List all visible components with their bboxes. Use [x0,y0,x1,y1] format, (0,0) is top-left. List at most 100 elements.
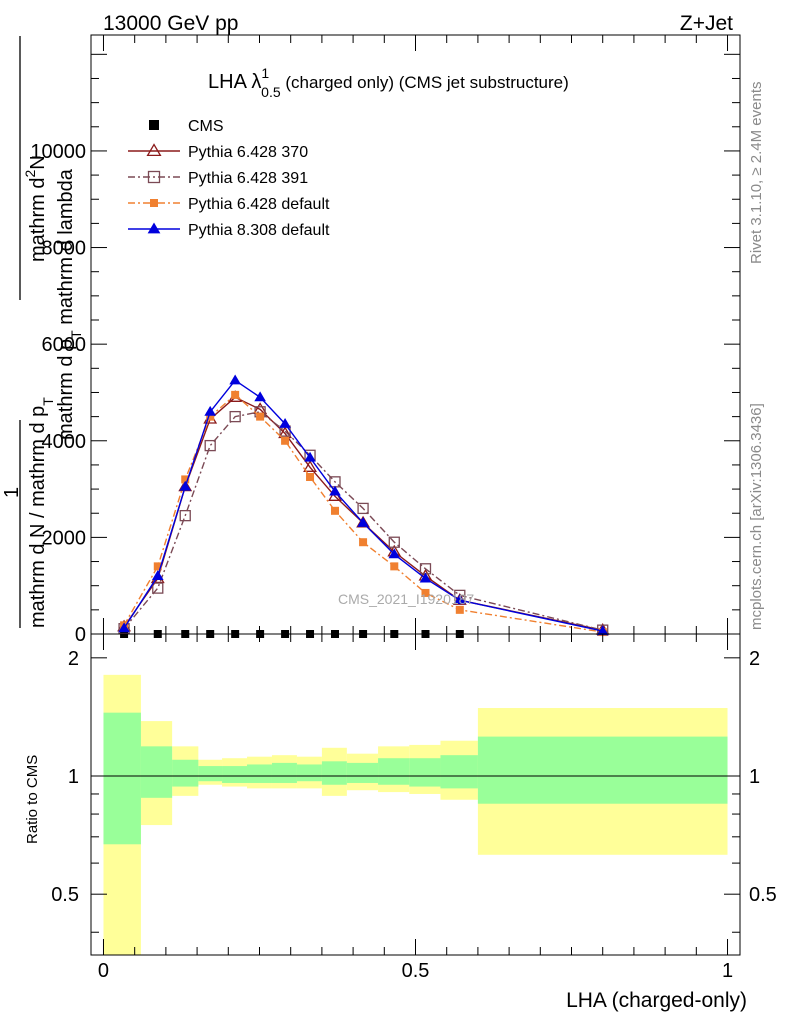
data-point [388,536,400,548]
ratio-inner-band [140,746,173,798]
legend-marker [147,222,161,234]
ylabel-bottom-sub: T [40,397,56,406]
ratio-y-tick-label: 2 [68,648,79,670]
ratio-y-tick-label: 1 [68,766,79,788]
series-line [123,411,603,631]
data-point [455,605,464,614]
ylabel-mid-lambda: mathrm d lambda [55,168,77,330]
data-point [256,412,265,421]
main-panel: 0 2000 4000 6000 8000 10000 LHA λ1 0.5 (charge… [30,34,741,646]
ratio-inner-band [440,755,478,789]
legend-label: Pythia 6.428 default [188,196,330,213]
data-point [306,473,315,482]
main-y-tick-label: 0 [75,624,86,646]
data-point [229,374,241,385]
data-point [206,412,215,421]
data-point [359,538,368,547]
ylabel-mid: mathrm d pT mathrm d lambda [55,168,84,440]
data-point [303,460,317,472]
ratio-ylabel: Ratio to CMS [24,755,41,844]
data-point [254,391,266,402]
data-point [596,625,609,636]
data-point [281,436,290,445]
main-y-tick-label: 6000 [42,334,87,356]
ylabel-bottom-dn: mathrm d N / mathrm d p [27,406,49,628]
ratio-y-tick-label-right: 2 [749,648,760,670]
data-point [421,588,430,597]
ratio-inner-band [378,758,410,785]
data-point [152,582,164,594]
ratio-y-tick-label-right: 0.5 [749,884,777,906]
data-point [304,451,316,462]
series-line [123,393,603,633]
x-axis-label: LHA (charged-only) [566,989,747,1012]
data-point [390,562,399,571]
data-point [357,517,369,527]
data-point [204,405,216,416]
ylabel-mid-pt: mathrm d p [55,339,77,440]
plot-title-main: LHA λ [208,71,261,93]
series-3 [120,390,607,637]
plot-title-sub: 0.5 [261,84,281,100]
main-y-tick-label: 2000 [42,527,87,549]
data-point [279,417,291,428]
legend-marker [150,199,158,207]
ratio-y-tick-label: 0.5 [51,884,79,906]
data-point [329,485,341,496]
data-point [454,594,466,605]
legend-marker [146,143,162,157]
ylabel-mid-sub: T [68,330,84,339]
data-point [179,509,191,522]
ylabel-top-d: mathrm d [27,178,49,262]
rivet-version: Rivet 3.1.10, ≥ 2.4M events [748,82,765,265]
plot-title: LHA λ1 0.5 (charged only) (CMS jet substr… [208,65,569,100]
analysis-watermark: CMS_2021_I1920187 [338,591,474,607]
ylabel-top-n: N [27,155,49,169]
ratio-inner-band [296,764,322,782]
legend: CMS Pythia 6.428 370 Pythia 6.428 391 Pythi… [128,118,330,239]
ratio-y-tick-label-right: 1 [749,766,760,788]
main-y-tick-label: 10000 [30,141,86,163]
legend-label: Pythia 6.428 370 [188,144,308,161]
ratio-inner-band [477,736,728,804]
ylabel-bottom: mathrm d N / mathrm d pT [27,397,56,628]
data-point [179,480,192,491]
ylabel-top: mathrm d2N [22,155,49,262]
legend-label: Pythia 8.308 default [188,222,330,239]
mcplots-credit: mcplots.cern.ch [arXiv:1306.3436] [748,403,765,630]
plot-title-sup: 1 [261,65,269,81]
data-point [181,475,190,484]
ratio-inner-band [409,758,441,787]
ratio-inner-band [172,759,199,787]
energy-label: 13000 GeV pp [103,12,238,35]
main-ylabel: mathrm d2N mathrm d pT mathrm d lambda 1… [1,36,84,628]
ratio-bands [103,674,728,955]
x-tick-label: 1 [722,960,733,982]
main-y-tick-label: 4000 [42,431,87,453]
main-axis-ticks: 0 2000 4000 6000 8000 10000 [30,35,740,646]
ylabel-top-sup: 2 [22,170,38,178]
x-tick-label: 0 [98,960,109,982]
legend-label: CMS [188,118,224,135]
data-point [151,570,164,581]
legend-marker [149,120,159,130]
ratio-axis-ticks: 0.5 0.5 1 1 2 2 0 0.5 1 [51,634,777,982]
data-point [229,410,241,423]
data-point [330,506,339,515]
process-label: Z+Jet [680,12,733,35]
ratio-panel: 0.5 0.5 1 1 2 2 0 0.5 1 [51,633,777,982]
data-point [357,502,369,515]
ratio-inner-band [271,762,297,783]
series-line [123,379,603,632]
data-point [388,548,401,559]
data-point [231,390,240,399]
data-point [253,402,268,415]
main-y-tick-label: 8000 [42,238,87,260]
data-point [204,439,216,452]
plot-title-suffix: (charged only) (CMS jet substructure) [281,73,569,92]
ratio-inner-band [198,766,223,782]
legend-marker [147,170,161,184]
ylabel-one: 1 [1,487,23,498]
data-point [118,622,130,633]
